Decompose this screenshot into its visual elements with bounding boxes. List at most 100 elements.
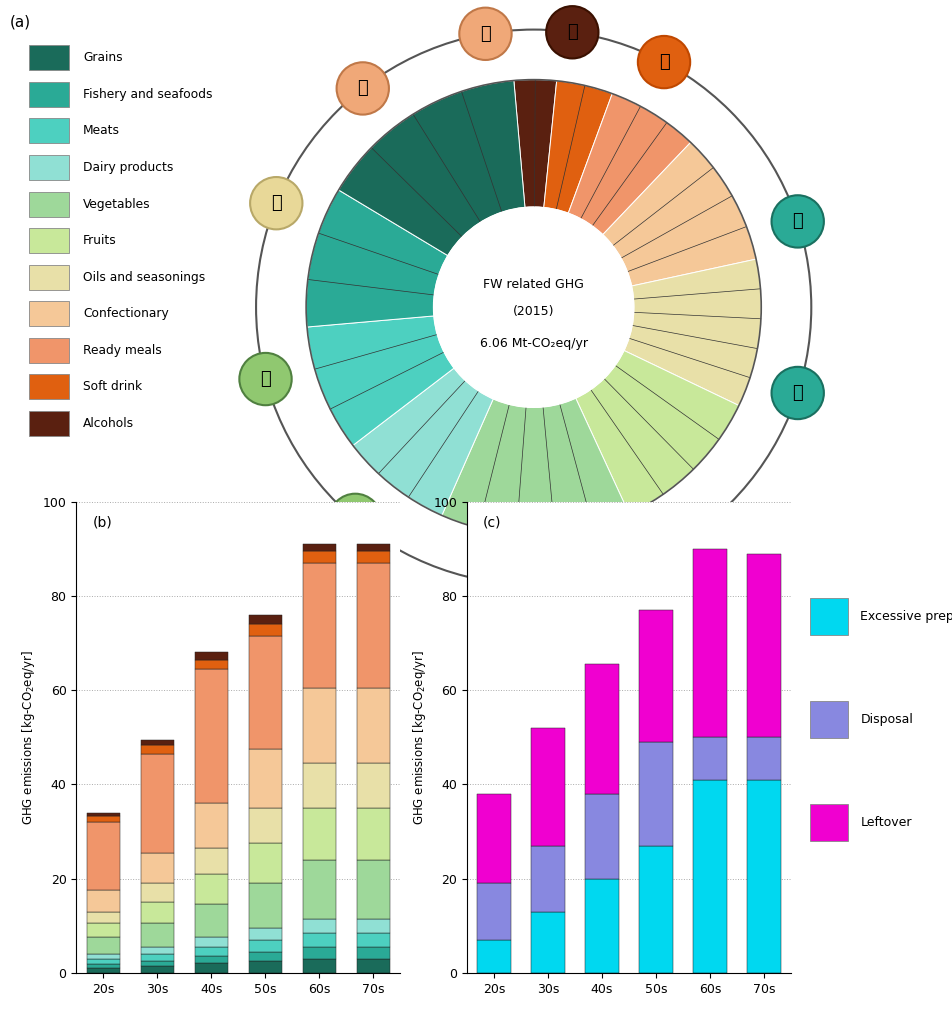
Text: 🥩: 🥩	[686, 525, 698, 544]
Bar	[248, 625, 282, 636]
Bar	[140, 884, 174, 902]
Text: Dairy products: Dairy products	[83, 161, 173, 174]
Bar	[692, 737, 726, 779]
Bar	[140, 754, 174, 853]
Wedge shape	[513, 80, 556, 208]
Bar	[302, 919, 336, 933]
Bar	[194, 947, 228, 956]
Bar	[356, 958, 389, 973]
Bar	[356, 919, 389, 933]
Wedge shape	[544, 81, 611, 213]
Bar	[477, 794, 510, 884]
Bar	[809, 701, 847, 738]
Text: Disposal: Disposal	[860, 713, 912, 726]
Bar	[140, 902, 174, 924]
Text: 🍬: 🍬	[357, 80, 367, 97]
Bar	[746, 779, 780, 973]
Text: Ready meals: Ready meals	[83, 344, 162, 357]
Bar	[87, 890, 120, 911]
Text: 🥛: 🥛	[504, 574, 514, 593]
Bar	[140, 745, 174, 754]
Bar	[356, 808, 389, 860]
Bar	[194, 652, 228, 659]
Wedge shape	[306, 190, 447, 327]
Circle shape	[328, 494, 381, 546]
Text: 🦐: 🦐	[791, 384, 803, 402]
Bar	[140, 947, 174, 954]
Circle shape	[459, 7, 511, 60]
Circle shape	[771, 196, 823, 248]
Bar	[87, 924, 120, 938]
Bar	[302, 563, 336, 688]
Circle shape	[771, 367, 823, 419]
Bar	[29, 375, 69, 399]
Wedge shape	[602, 142, 755, 286]
Bar	[87, 965, 120, 968]
Text: Fishery and seafoods: Fishery and seafoods	[83, 88, 212, 100]
Bar	[140, 924, 174, 947]
Bar	[356, 563, 389, 688]
Bar	[140, 961, 174, 966]
Circle shape	[249, 177, 302, 229]
Bar	[302, 763, 336, 808]
Circle shape	[545, 6, 598, 58]
Bar	[692, 549, 726, 737]
Bar	[248, 808, 282, 844]
Bar	[692, 779, 726, 973]
Bar	[530, 846, 565, 911]
Bar	[356, 551, 389, 563]
Bar	[302, 544, 336, 551]
Bar	[248, 750, 282, 808]
Bar	[585, 665, 618, 794]
Text: Excessive preparation: Excessive preparation	[860, 610, 952, 623]
Bar	[29, 119, 69, 143]
Bar	[477, 940, 510, 973]
Bar	[87, 958, 120, 965]
Text: 🫒: 🫒	[270, 195, 282, 212]
Bar	[29, 82, 69, 106]
Circle shape	[336, 62, 388, 115]
Bar	[356, 947, 389, 958]
Text: 🥤: 🥤	[658, 53, 668, 71]
Bar	[356, 860, 389, 919]
Bar	[356, 933, 389, 947]
Wedge shape	[575, 350, 738, 514]
Bar	[639, 610, 672, 742]
Bar	[140, 966, 174, 973]
Bar	[302, 947, 336, 958]
Bar	[87, 816, 120, 822]
Text: Meats: Meats	[83, 124, 120, 137]
Bar	[302, 860, 336, 919]
Y-axis label: GHG emissions [kg-CO$_2$eq/yr]: GHG emissions [kg-CO$_2$eq/yr]	[410, 650, 427, 824]
Bar	[194, 659, 228, 669]
Text: Confectionary: Confectionary	[83, 307, 169, 321]
Bar	[356, 544, 389, 551]
Bar	[530, 911, 565, 973]
Bar	[248, 928, 282, 940]
Bar	[746, 737, 780, 779]
Text: Soft drink: Soft drink	[83, 381, 142, 393]
Bar	[302, 933, 336, 947]
Text: 🥦: 🥦	[349, 511, 360, 528]
Bar	[477, 884, 510, 940]
Bar	[302, 958, 336, 973]
Wedge shape	[567, 93, 690, 234]
Text: 🥪: 🥪	[480, 25, 490, 43]
Bar	[302, 808, 336, 860]
Bar	[809, 805, 847, 842]
Text: Oils and seasonings: Oils and seasonings	[83, 270, 205, 284]
Text: (c): (c)	[483, 516, 501, 529]
Bar	[29, 191, 69, 217]
Wedge shape	[352, 368, 493, 515]
Bar	[356, 688, 389, 763]
Circle shape	[666, 509, 719, 561]
Text: (a): (a)	[10, 14, 30, 30]
Wedge shape	[307, 316, 454, 445]
Text: Leftover: Leftover	[860, 816, 911, 829]
Bar	[746, 554, 780, 737]
Bar	[140, 739, 174, 745]
Bar	[356, 763, 389, 808]
Wedge shape	[442, 398, 628, 535]
Bar	[29, 301, 69, 327]
Bar	[248, 884, 282, 928]
